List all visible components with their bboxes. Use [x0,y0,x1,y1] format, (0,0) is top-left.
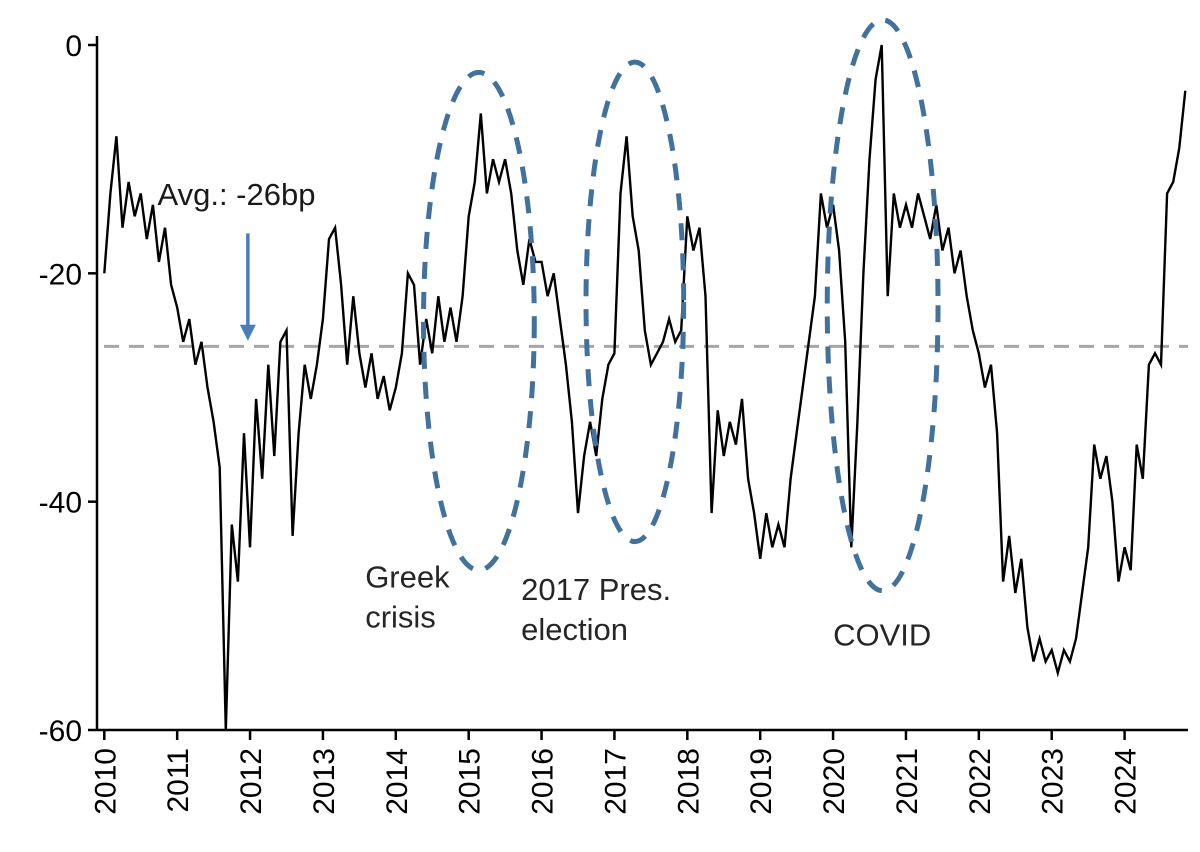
election-2017-label: 2017 Pres. [521,572,671,607]
avg-arrow-head [239,324,256,341]
greek-crisis-label: Greek [365,559,450,594]
x-tick-label: 2016 [527,748,560,815]
x-tick-label: 2019 [745,748,778,815]
election-2017-label: election [521,612,628,647]
greek-crisis-label: crisis [365,599,436,634]
x-tick-label: 2023 [1037,748,1070,815]
x-tick-label: 2015 [454,748,487,815]
x-tick-label: 2010 [89,748,122,815]
series-line [103,44,1187,731]
y-tick-label: -20 [39,258,82,291]
covid-label: COVID [833,618,931,653]
x-tick-label: 2017 [599,748,632,815]
greek-crisis-ellipse [420,69,537,573]
x-tick-label: 2018 [672,748,705,815]
avg-annotation-text: Avg.: -26bp [157,177,315,212]
y-tick-label: -60 [39,715,82,748]
x-tick-label: 2014 [381,748,414,815]
covid-ellipse [824,17,941,594]
x-tick-label: 2022 [964,748,997,815]
y-tick-label: 0 [65,30,82,63]
election-2017-ellipse [583,59,687,545]
x-tick-label: 2012 [235,748,268,815]
x-tick-label: 2024 [1110,748,1143,815]
y-tick-label: -40 [39,487,82,520]
x-tick-label: 2011 [162,748,195,813]
x-tick-label: 2013 [308,748,341,815]
x-tick-label: 2020 [818,748,851,815]
x-tick-label: 2021 [891,748,924,815]
